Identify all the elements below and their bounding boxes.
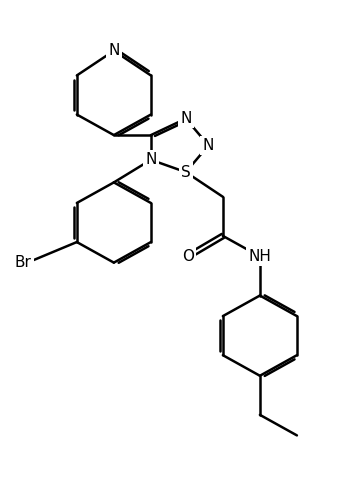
Text: N: N [203,138,214,153]
Text: N: N [145,152,156,168]
Text: N: N [108,43,119,58]
Text: S: S [181,165,191,180]
Text: Br: Br [15,255,32,270]
Text: O: O [182,249,194,264]
Text: N: N [180,111,192,126]
Text: NH: NH [248,249,271,264]
